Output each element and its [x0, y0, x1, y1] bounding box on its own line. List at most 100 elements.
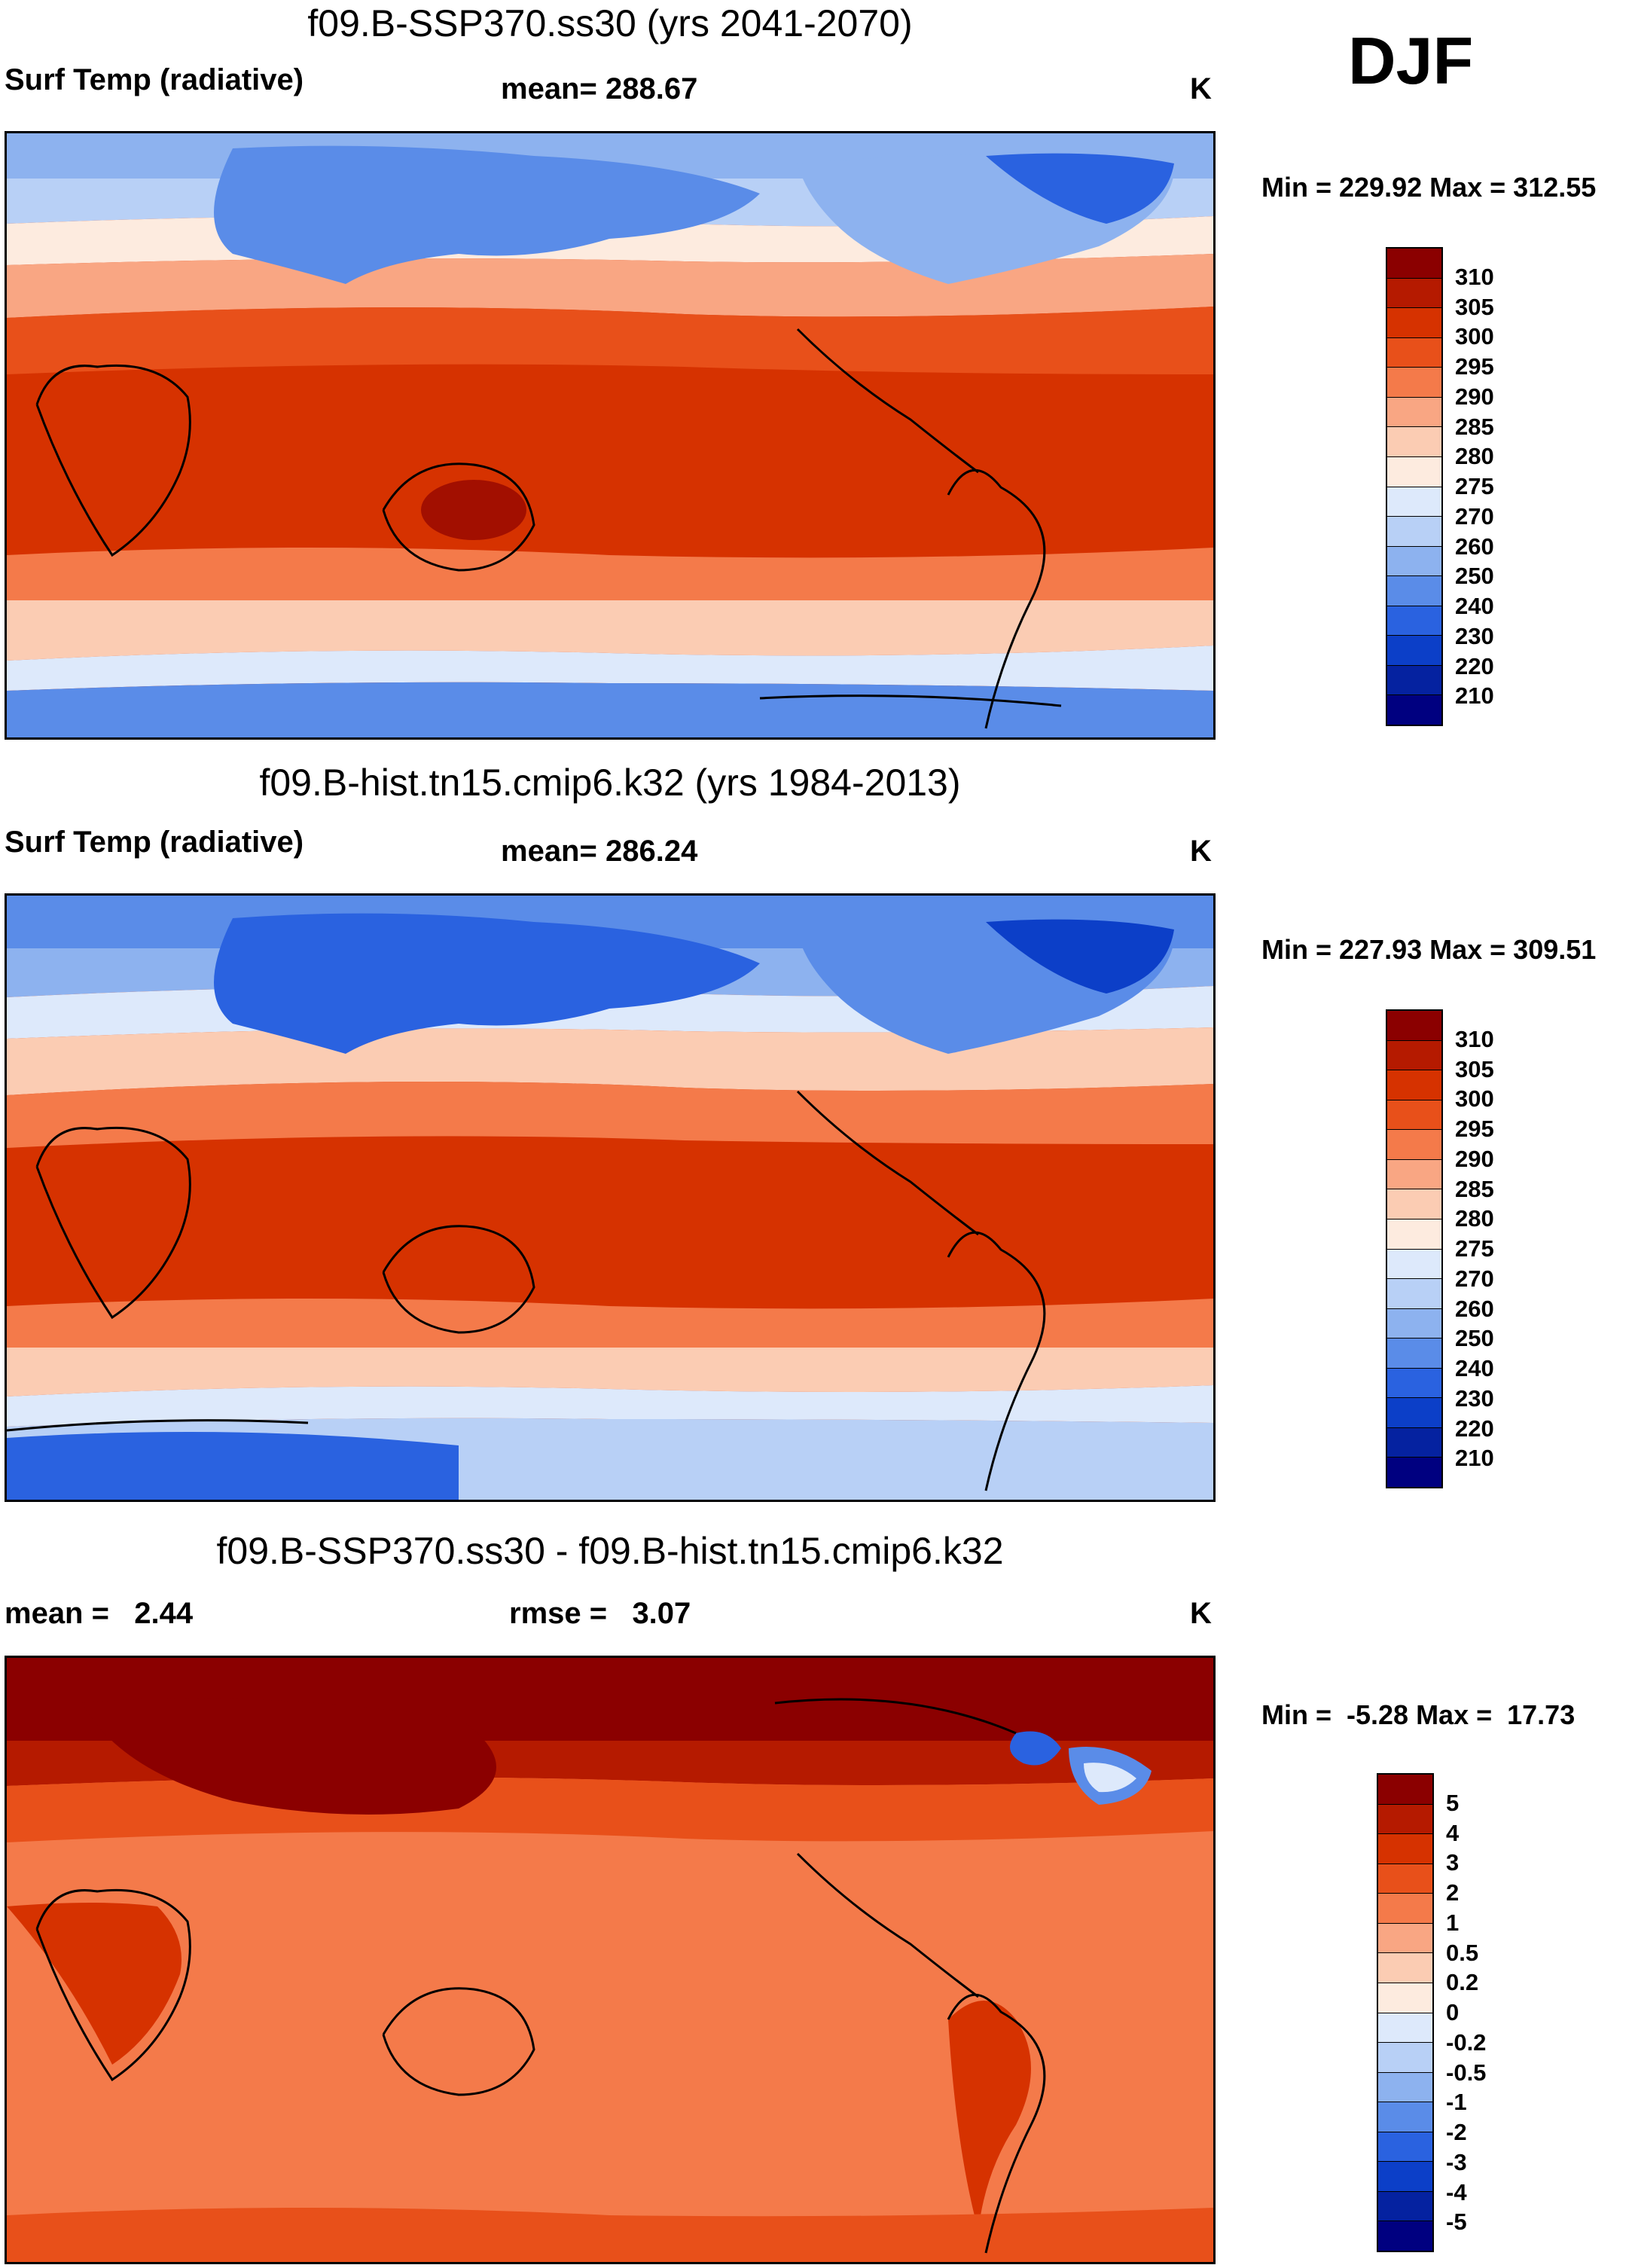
colorbar-swatch: [1387, 368, 1441, 398]
units-label: K: [1190, 72, 1212, 105]
colorbar-swatch: [1378, 1834, 1432, 1864]
colorbar-swatch: [1378, 2072, 1432, 2103]
colorbar-label: 260: [1455, 533, 1494, 560]
colorbar-label: 275: [1455, 473, 1494, 499]
colorbar-label: 1: [1446, 1909, 1460, 1936]
colorbar-label: -5: [1446, 2208, 1467, 2236]
colorbar-swatch: [1387, 1040, 1441, 1071]
colorbar-label: 220: [1455, 1415, 1494, 1442]
colorbar-label: 280: [1455, 1205, 1494, 1232]
colorbar-swatch: [1387, 1427, 1441, 1458]
colorbar-label: 270: [1455, 502, 1494, 530]
mean-label: mean = 2.44: [5, 1597, 194, 1630]
mean-label: mean= 288.67: [501, 72, 698, 105]
colorbar-swatch: [1378, 2043, 1432, 2073]
colorbar-swatch: [1378, 1804, 1432, 1835]
colorbar-label: 305: [1455, 1055, 1494, 1082]
colorbar-label: 210: [1455, 682, 1494, 710]
colorbar-label: 2: [1446, 1879, 1460, 1906]
units-label: K: [1190, 1597, 1212, 1630]
colorbar-swatch: [1387, 606, 1441, 636]
colorbar-swatch: [1387, 397, 1441, 428]
temperature-map: [5, 131, 1216, 740]
colorbar-label: 285: [1455, 1175, 1494, 1202]
colorbar-swatch: [1387, 456, 1441, 487]
colorbar-label: 5: [1446, 1789, 1460, 1816]
colorbar-swatch: [1387, 1011, 1441, 1041]
colorbar-swatch: [1387, 576, 1441, 606]
season-label: DJF: [1348, 23, 1474, 98]
colorbar-label: 300: [1455, 1085, 1494, 1113]
colorbar-swatch: [1387, 1070, 1441, 1100]
colorbar-swatch: [1387, 1189, 1441, 1219]
colorbar-label: 270: [1455, 1265, 1494, 1292]
colorbar-label: 305: [1455, 293, 1494, 320]
colorbar-swatch: [1387, 249, 1441, 279]
colorbar-swatch: [1387, 1339, 1441, 1369]
panel-title: f09.B-SSP370.ss30 - f09.B-hist.tn15.cmip…: [216, 1530, 1004, 1572]
colorbar-labels: 5 4 3 2 1 0.5 0.2 0 -0.2 -0.5 -1 -2 -3 -…: [1446, 1773, 1521, 2252]
colorbar-labels: 310 305 300 295 290 285 280 275 270 260 …: [1455, 1009, 1530, 1488]
colorbar-swatch: [1378, 2102, 1432, 2132]
colorbar-swatch: [1378, 2221, 1432, 2251]
colorbar-label: 210: [1455, 1445, 1494, 1472]
panel-title: f09.B-SSP370.ss30 (yrs 2041-2070): [307, 2, 913, 44]
colorbar-label: 240: [1455, 1355, 1494, 1381]
colorbar-swatch: [1378, 2013, 1432, 2044]
colorbar-swatch: [1387, 1100, 1441, 1131]
panel-title: f09.B-hist.tn15.cmip6.k32 (yrs 1984-2013…: [259, 762, 961, 804]
colorbar-swatch: [1387, 1279, 1441, 1309]
colorbar-label: -1: [1446, 2089, 1467, 2116]
colorbar-label: 3: [1446, 1849, 1460, 1876]
colorbar-label: -3: [1446, 2148, 1467, 2175]
colorbar-swatch: [1387, 278, 1441, 309]
colorbar-swatch: [1387, 636, 1441, 666]
colorbar-swatch: [1378, 1864, 1432, 1894]
colorbar-swatch: [1387, 546, 1441, 577]
colorbar-label: 250: [1455, 563, 1494, 590]
colorbar-swatch: [1387, 1458, 1441, 1487]
variable-label: Surf Temp (radiative): [5, 826, 304, 859]
colorbar-swatch: [1387, 1219, 1441, 1250]
colorbar-label: 280: [1455, 443, 1494, 470]
min-max-label: Min = -5.28 Max = 17.73: [1261, 1699, 1576, 1730]
colorbar-label: 0.5: [1446, 1939, 1479, 1966]
colorbar-swatch: [1378, 1894, 1432, 1924]
colorbar-swatch: [1387, 1368, 1441, 1399]
colorbar-label: 4: [1446, 1819, 1460, 1846]
colorbar-swatch: [1387, 1398, 1441, 1428]
colorbar-label: 260: [1455, 1295, 1494, 1322]
colorbar-label: -2: [1446, 2119, 1467, 2145]
colorbar-swatch: [1378, 2132, 1432, 2163]
colorbar-label: 250: [1455, 1325, 1494, 1352]
colorbar-label: 230: [1455, 1384, 1494, 1412]
colorbar-label: 275: [1455, 1235, 1494, 1262]
colorbar: [1377, 1773, 1434, 2252]
colorbar-label: 300: [1455, 323, 1494, 350]
colorbar-label: 0.2: [1446, 1969, 1479, 1996]
colorbar-swatch: [1387, 427, 1441, 457]
min-max-label: Min = 227.93 Max = 309.51: [1261, 934, 1597, 965]
rmse-label: rmse = 3.07: [509, 1597, 691, 1630]
colorbar-swatch: [1387, 665, 1441, 696]
colorbar-label: 0: [1446, 1999, 1460, 2025]
temperature-map: [5, 893, 1216, 1502]
colorbar-label: 240: [1455, 593, 1494, 619]
colorbar-swatch: [1378, 1775, 1432, 1805]
colorbar-swatch: [1387, 517, 1441, 547]
colorbar-swatch: [1387, 337, 1441, 368]
colorbar-swatch: [1387, 695, 1441, 725]
colorbar-labels: 310 305 300 295 290 285 280 275 270 260 …: [1455, 247, 1530, 726]
colorbar-swatch: [1387, 1249, 1441, 1280]
colorbar-label: 220: [1455, 652, 1494, 679]
colorbar-swatch: [1378, 1923, 1432, 1954]
colorbar-label: 290: [1455, 383, 1494, 410]
colorbar-label: 310: [1455, 1025, 1494, 1052]
variable-label: Surf Temp (radiative): [5, 63, 304, 96]
colorbar-label: 310: [1455, 263, 1494, 290]
colorbar-swatch: [1378, 2191, 1432, 2222]
colorbar-label: 290: [1455, 1145, 1494, 1172]
colorbar-label: 295: [1455, 1116, 1494, 1142]
colorbar-label: -0.5: [1446, 2059, 1487, 2086]
colorbar-swatch: [1387, 487, 1441, 517]
